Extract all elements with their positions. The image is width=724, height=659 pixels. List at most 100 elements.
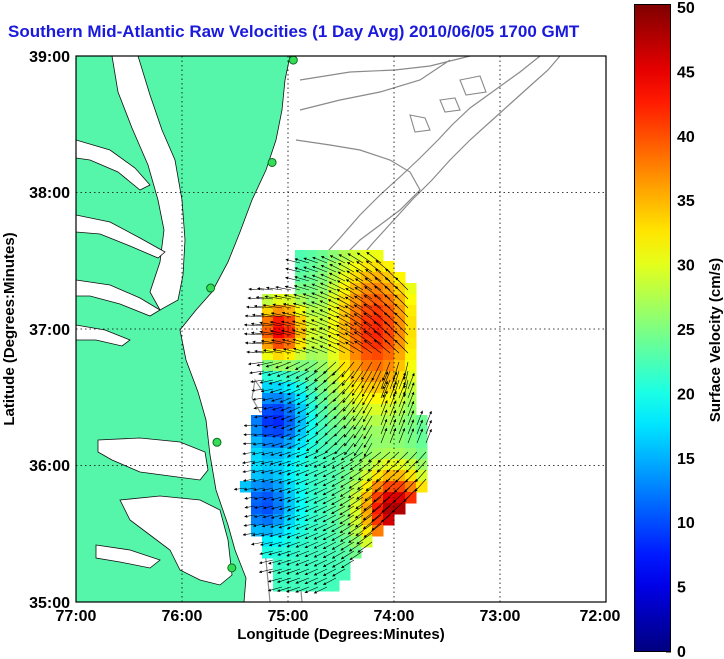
velocity-vector <box>313 550 328 558</box>
velocity-vector <box>277 379 292 386</box>
velocity-vector <box>398 409 406 426</box>
colorbar-tick-label: 5 <box>677 580 686 597</box>
velocity-vector <box>392 361 400 381</box>
velocity-cell <box>295 360 307 372</box>
velocity-vector <box>333 388 346 402</box>
velocity-vector <box>275 285 292 291</box>
velocity-vector <box>389 409 397 426</box>
velocity-vector <box>357 478 373 490</box>
velocity-vector <box>255 295 274 300</box>
velocity-cell <box>317 503 329 515</box>
velocity-vector <box>322 487 337 496</box>
velocity-vector <box>323 370 337 383</box>
velocity-vector <box>295 496 310 503</box>
velocity-vector <box>258 370 274 376</box>
velocity-vector <box>311 292 328 300</box>
velocity-vector <box>331 451 346 460</box>
velocity-cell <box>251 481 263 493</box>
velocity-vector <box>289 424 301 431</box>
velocity-vector <box>285 276 301 282</box>
velocity-vector <box>292 311 310 318</box>
velocity-vector <box>242 532 256 537</box>
velocity-cell <box>350 481 362 493</box>
velocity-vector <box>355 523 373 537</box>
velocity-vector <box>361 361 373 381</box>
velocity-vector <box>252 442 265 446</box>
velocity-cell <box>328 294 340 306</box>
velocity-cell <box>339 294 351 306</box>
velocity-vector <box>367 460 382 472</box>
velocity-vector <box>278 496 292 502</box>
velocity-vector <box>389 381 397 399</box>
velocity-vector <box>277 586 292 592</box>
velocity-vector <box>415 460 427 473</box>
colorbar-tick-label: 45 <box>677 64 695 81</box>
velocity-vector <box>338 254 355 264</box>
velocity-vector <box>324 442 337 454</box>
velocity-vector <box>305 406 319 416</box>
velocity-vector <box>353 442 364 457</box>
velocity-cell <box>284 448 296 460</box>
velocity-cell <box>394 371 406 383</box>
velocity-vector <box>253 487 265 492</box>
velocity-vector <box>314 406 328 417</box>
velocity-vector <box>364 286 382 300</box>
velocity-vector <box>407 391 415 408</box>
velocity-cell <box>416 481 428 493</box>
velocity-vector <box>328 272 346 282</box>
velocity-cell <box>328 327 340 339</box>
velocity-vector <box>243 433 256 437</box>
velocity-vector <box>304 532 319 540</box>
velocity-vector <box>313 586 328 594</box>
velocity-cell <box>339 481 351 493</box>
velocity-vector <box>292 302 310 309</box>
velocity-vector <box>260 541 274 546</box>
velocity-vector <box>382 379 391 398</box>
velocity-vector <box>244 514 256 518</box>
velocity-vector <box>354 505 373 519</box>
velocity-vector <box>372 496 391 513</box>
velocity-cell <box>328 470 340 482</box>
velocity-cell <box>317 272 329 284</box>
velocity-cell <box>372 272 384 284</box>
velocity-vector <box>389 427 397 444</box>
velocity-cell <box>306 349 318 361</box>
velocity-vector <box>295 532 310 539</box>
velocity-cell <box>383 415 395 427</box>
velocity-cell <box>306 558 318 570</box>
velocity-vector <box>373 339 391 354</box>
velocity-vector <box>373 294 391 309</box>
velocity-vector <box>278 478 292 484</box>
velocity-cell <box>317 327 329 339</box>
velocity-vector <box>333 406 346 420</box>
velocity-vector <box>373 312 391 327</box>
velocity-vector <box>356 261 373 273</box>
velocity-vector <box>254 505 265 509</box>
velocity-vector <box>314 397 328 408</box>
velocity-vector <box>278 487 292 493</box>
velocity-vector <box>407 419 415 435</box>
velocity-cell <box>328 448 340 460</box>
velocity-vector <box>324 424 337 436</box>
velocity-cell <box>251 459 263 471</box>
station-marker <box>288 56 298 65</box>
velocity-cell <box>295 393 307 405</box>
velocity-vector <box>295 586 310 593</box>
velocity-vector <box>262 487 274 492</box>
velocity-vector <box>313 487 328 495</box>
colorbar <box>634 4 671 652</box>
velocity-cell <box>372 250 384 262</box>
velocity-vector <box>340 460 355 470</box>
station-marker <box>227 563 237 573</box>
velocity-vector <box>319 309 337 318</box>
velocity-vector <box>336 289 355 300</box>
velocity-vector <box>267 568 283 574</box>
velocity-vector <box>363 424 373 440</box>
velocity-vector <box>348 487 364 499</box>
velocity-vector <box>248 361 265 366</box>
velocity-vector <box>296 397 310 406</box>
velocity-vector <box>364 487 382 502</box>
velocity-vector <box>295 487 310 494</box>
velocity-vector <box>244 505 256 509</box>
velocity-vector <box>269 320 292 327</box>
